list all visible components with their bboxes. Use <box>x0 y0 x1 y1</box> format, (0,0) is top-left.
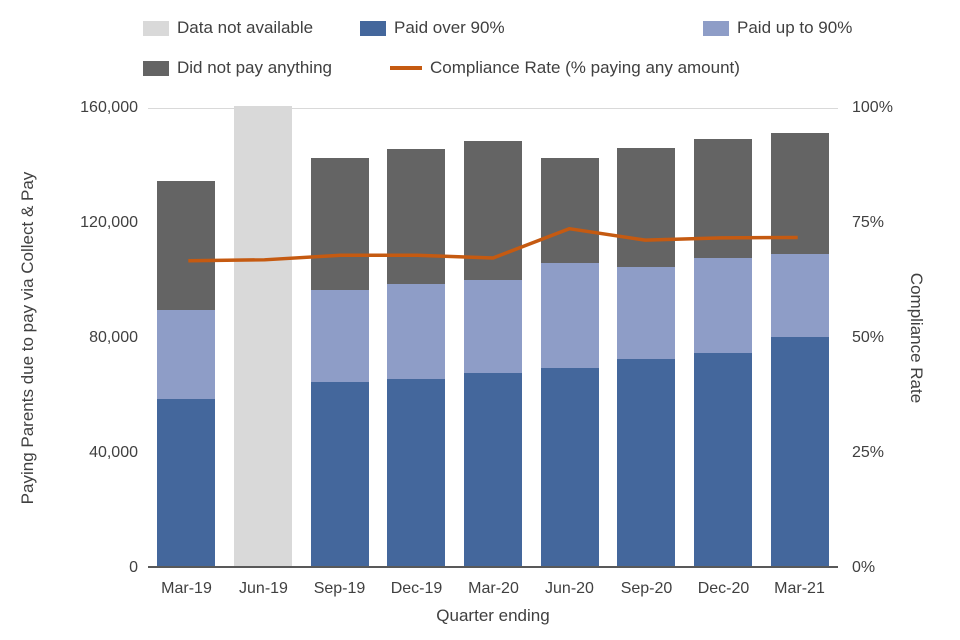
left-axis-tick: 120,000 <box>80 214 138 231</box>
legend-label: Data not available <box>177 18 314 37</box>
legend-box-marker <box>703 20 729 36</box>
legend-label: Compliance Rate (% paying any amount) <box>430 58 740 77</box>
bar-segment-paid-up-to-90-Dec-19 <box>387 284 446 380</box>
compliance-rate-line <box>188 226 798 263</box>
bar-segment-did-not-pay-Mar-19 <box>157 180 216 311</box>
bar-segment-paid-up-to-90-Mar-21 <box>770 254 829 338</box>
legend-box-marker <box>143 60 169 76</box>
right-axis-tick: 75% <box>852 214 885 231</box>
plot-area <box>148 106 838 568</box>
legend-box-marker <box>143 20 169 36</box>
bar-segment-paid-up-to-90-Dec-20 <box>694 258 752 354</box>
left-axis-title: Paying Parents due to pay via Collect & … <box>18 171 37 505</box>
x-axis-tick: Mar-21 <box>774 580 825 597</box>
legend-item: Paid over 90% <box>360 18 703 38</box>
bar-segment-data-not-available-Jun-19 <box>234 106 292 566</box>
legend-label: Paid up to 90% <box>737 18 853 37</box>
right-axis-tick: 0% <box>852 559 876 576</box>
legend-line-marker <box>390 66 422 70</box>
x-axis-tick: Sep-19 <box>313 580 366 597</box>
bar-segment-paid-up-to-90-Jun-20 <box>540 262 599 368</box>
x-axis-tick: Dec-20 <box>697 580 750 597</box>
legend-item: Compliance Rate (% paying any amount) <box>390 58 740 78</box>
legend-item: Did not pay anything <box>143 58 390 78</box>
x-axis-tick: Jun-20 <box>545 580 594 597</box>
compliance-line-svg <box>188 226 798 263</box>
x-axis-title: Quarter ending <box>436 606 550 625</box>
bar-segment-paid-up-to-90-Sep-19 <box>310 290 369 382</box>
bar-segment-paid-up-to-90-Mar-20 <box>464 280 522 374</box>
bar-segment-paid-over-90-Sep-20 <box>617 359 676 566</box>
left-axis-tick: 80,000 <box>89 329 138 346</box>
legend-row-2: Did not pay anything Compliance Rate (% p… <box>143 58 740 78</box>
x-axis-tick: Mar-19 <box>161 580 212 597</box>
x-axis-tick: Dec-19 <box>390 580 443 597</box>
legend-item: Paid up to 90% <box>703 18 852 38</box>
left-axis-tick: 40,000 <box>89 444 138 461</box>
bar-segment-paid-over-90-Jun-20 <box>540 367 599 566</box>
legend-row-1: Data not available Paid over 90% Paid up t… <box>143 18 852 38</box>
legend-label: Paid over 90% <box>394 18 505 37</box>
right-axis-tick: 25% <box>852 444 885 461</box>
right-axis-tick: 100% <box>852 99 893 116</box>
right-axis-tick: 50% <box>852 329 885 346</box>
bar-segment-paid-up-to-90-Sep-20 <box>617 267 676 359</box>
bar-segment-did-not-pay-Sep-19 <box>310 157 369 290</box>
bar-segment-paid-over-90-Mar-20 <box>464 373 522 566</box>
bar-segment-paid-over-90-Dec-20 <box>694 353 752 566</box>
legend-label: Did not pay anything <box>177 58 332 77</box>
x-axis-tick: Sep-20 <box>620 580 673 597</box>
bar-segment-paid-over-90-Sep-19 <box>310 382 369 566</box>
bar-segment-did-not-pay-Jun-20 <box>540 157 599 263</box>
bar-segment-paid-over-90-Mar-19 <box>157 399 216 566</box>
left-axis-tick: 160,000 <box>80 99 138 116</box>
bar-segment-did-not-pay-Sep-20 <box>617 147 676 267</box>
bar-segment-did-not-pay-Dec-19 <box>387 149 446 285</box>
x-axis-tick: Mar-20 <box>468 580 519 597</box>
bar-segment-paid-over-90-Dec-19 <box>387 379 446 566</box>
bar-segment-paid-over-90-Mar-21 <box>770 337 829 566</box>
left-axis-tick: 0 <box>129 559 138 576</box>
bar-segment-paid-up-to-90-Mar-19 <box>157 310 216 400</box>
x-axis-tick: Jun-19 <box>239 580 288 597</box>
legend-item: Data not available <box>143 18 360 38</box>
legend-box-marker <box>360 20 386 36</box>
bar-segment-did-not-pay-Mar-21 <box>770 133 829 255</box>
